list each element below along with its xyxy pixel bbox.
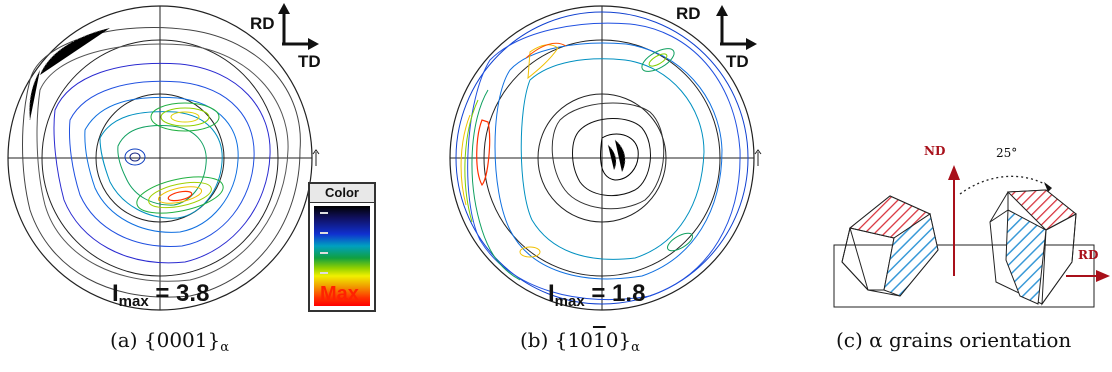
right-grain bbox=[989, 189, 1077, 306]
caption-c: (c) α grains orientation bbox=[836, 328, 1071, 352]
imax-label: I bbox=[548, 280, 555, 307]
pole-figure-0001-svg bbox=[7, 3, 320, 311]
td-label: TD bbox=[726, 52, 749, 71]
caption-a-text: (a) {0001} bbox=[110, 328, 221, 352]
legend-colorbar bbox=[314, 206, 370, 306]
imax-value: = 1.8 bbox=[591, 280, 646, 307]
pole-figure-10-10: RD TD Imax = 1.8 bbox=[430, 0, 780, 320]
caption-c-text: (c) α grains orientation bbox=[836, 328, 1072, 352]
nd-label: ND bbox=[924, 144, 946, 158]
left-grain bbox=[841, 195, 939, 297]
imax-sub: max bbox=[118, 293, 149, 310]
grain-orientation-svg bbox=[833, 165, 1110, 308]
td-label: TD bbox=[298, 52, 321, 71]
caption-b-mid: 0} bbox=[605, 328, 632, 352]
imax-label: I bbox=[112, 280, 119, 307]
grain-orientation-diagram: ND RD 25° bbox=[820, 0, 1112, 320]
caption-b-over: 1 bbox=[592, 328, 606, 352]
imax-sub: max bbox=[554, 293, 585, 310]
legend-tick bbox=[320, 252, 328, 254]
caption-b-text: (b) {10 bbox=[520, 328, 593, 352]
angle-label: 25° bbox=[996, 146, 1018, 160]
legend-tick bbox=[320, 212, 328, 214]
caption-b: (b) {1010}α bbox=[520, 328, 640, 355]
pole-figure-10-10-svg bbox=[449, 5, 762, 311]
caption-a-sub: α bbox=[220, 340, 230, 355]
rd-label: RD bbox=[676, 4, 701, 23]
legend-max: Max bbox=[320, 283, 359, 305]
rd-label-c: RD bbox=[1078, 248, 1099, 262]
pole-figure-0001: RD TD Imax = 3.8 bbox=[0, 0, 380, 320]
caption-b-sub: α bbox=[631, 340, 640, 355]
imax-value: = 3.8 bbox=[155, 280, 210, 307]
legend-tick bbox=[320, 272, 328, 274]
legend-title: Color bbox=[310, 184, 374, 203]
caption-a: (a) {0001}α bbox=[110, 328, 229, 355]
imax-readout: Imax = 3.8 bbox=[112, 280, 209, 310]
rd-label: RD bbox=[250, 14, 275, 33]
imax-readout: Imax = 1.8 bbox=[548, 280, 645, 310]
color-legend: Color Max bbox=[308, 182, 376, 312]
legend-tick bbox=[320, 232, 328, 234]
